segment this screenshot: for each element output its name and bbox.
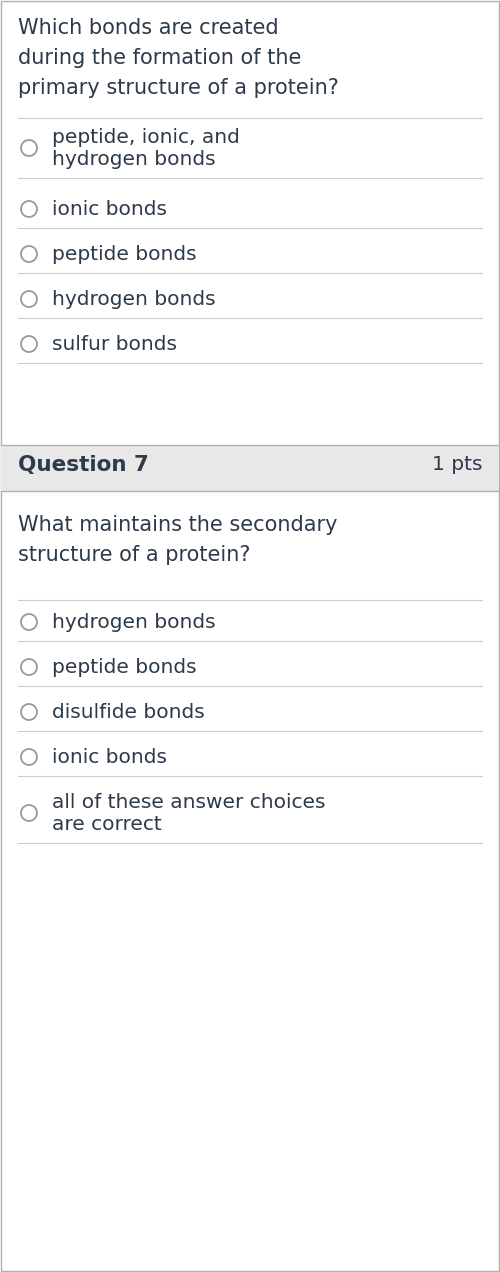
Circle shape (21, 614, 37, 630)
Text: hydrogen bonds: hydrogen bonds (52, 613, 216, 632)
Circle shape (21, 749, 37, 764)
Text: ionic bonds: ionic bonds (52, 748, 167, 767)
Text: sulfur bonds: sulfur bonds (52, 335, 177, 354)
Circle shape (21, 291, 37, 307)
Circle shape (21, 805, 37, 820)
Text: hydrogen bonds: hydrogen bonds (52, 290, 216, 309)
Text: structure of a protein?: structure of a protein? (18, 544, 250, 565)
Text: 1 pts: 1 pts (432, 455, 482, 474)
Circle shape (21, 245, 37, 262)
Text: peptide, ionic, and: peptide, ionic, and (52, 128, 240, 148)
Circle shape (21, 703, 37, 720)
Text: Which bonds are created: Which bonds are created (18, 18, 278, 38)
Text: ionic bonds: ionic bonds (52, 200, 167, 219)
Circle shape (21, 336, 37, 352)
Text: primary structure of a protein?: primary structure of a protein? (18, 78, 339, 98)
Text: hydrogen bonds: hydrogen bonds (52, 150, 216, 169)
Text: Question 7: Question 7 (18, 455, 149, 474)
Text: during the formation of the: during the formation of the (18, 48, 302, 67)
Circle shape (21, 659, 37, 675)
Text: What maintains the secondary: What maintains the secondary (18, 515, 338, 536)
Text: peptide bonds: peptide bonds (52, 658, 197, 677)
Circle shape (21, 201, 37, 218)
Text: peptide bonds: peptide bonds (52, 245, 197, 265)
Circle shape (21, 140, 37, 156)
Text: are correct: are correct (52, 815, 162, 834)
Text: all of these answer choices: all of these answer choices (52, 792, 326, 812)
Text: disulfide bonds: disulfide bonds (52, 703, 205, 722)
Bar (1, 445, 499, 491)
